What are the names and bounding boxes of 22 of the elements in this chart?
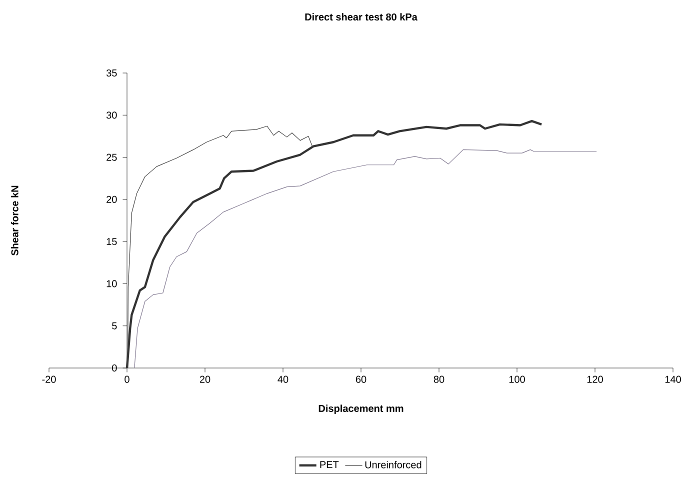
legend-label: Unreinforced <box>365 460 422 468</box>
y-tick-label: 35 <box>106 69 117 77</box>
x-tick-label: 0 <box>124 376 130 383</box>
y-tick-label: 20 <box>106 196 117 203</box>
chart-title: Direct shear test 80 kPa <box>305 13 418 21</box>
y-tick-label: 30 <box>106 112 117 119</box>
y-tick-label: 10 <box>106 280 117 288</box>
y-tick-label: 5 <box>112 322 117 330</box>
x-tick-label: 20 <box>200 376 210 383</box>
y-tick-label: 15 <box>106 238 117 246</box>
x-tick-label: 40 <box>278 376 288 383</box>
x-axis-title: Displacement mm <box>318 404 404 414</box>
x-tick-label: 140 <box>665 376 681 383</box>
x-tick-label: 120 <box>587 376 603 383</box>
x-tick-label: 100 <box>509 376 525 383</box>
y-tick-label: 25 <box>106 154 117 161</box>
legend-label: PET <box>320 461 339 468</box>
x-tick-label: 60 <box>356 376 366 383</box>
y-axis-title: Shear force kN <box>11 186 18 256</box>
x-tick-label: -20 <box>42 376 56 383</box>
x-tick-label: 80 <box>434 376 444 383</box>
y-tick-label: 0 <box>112 364 117 372</box>
